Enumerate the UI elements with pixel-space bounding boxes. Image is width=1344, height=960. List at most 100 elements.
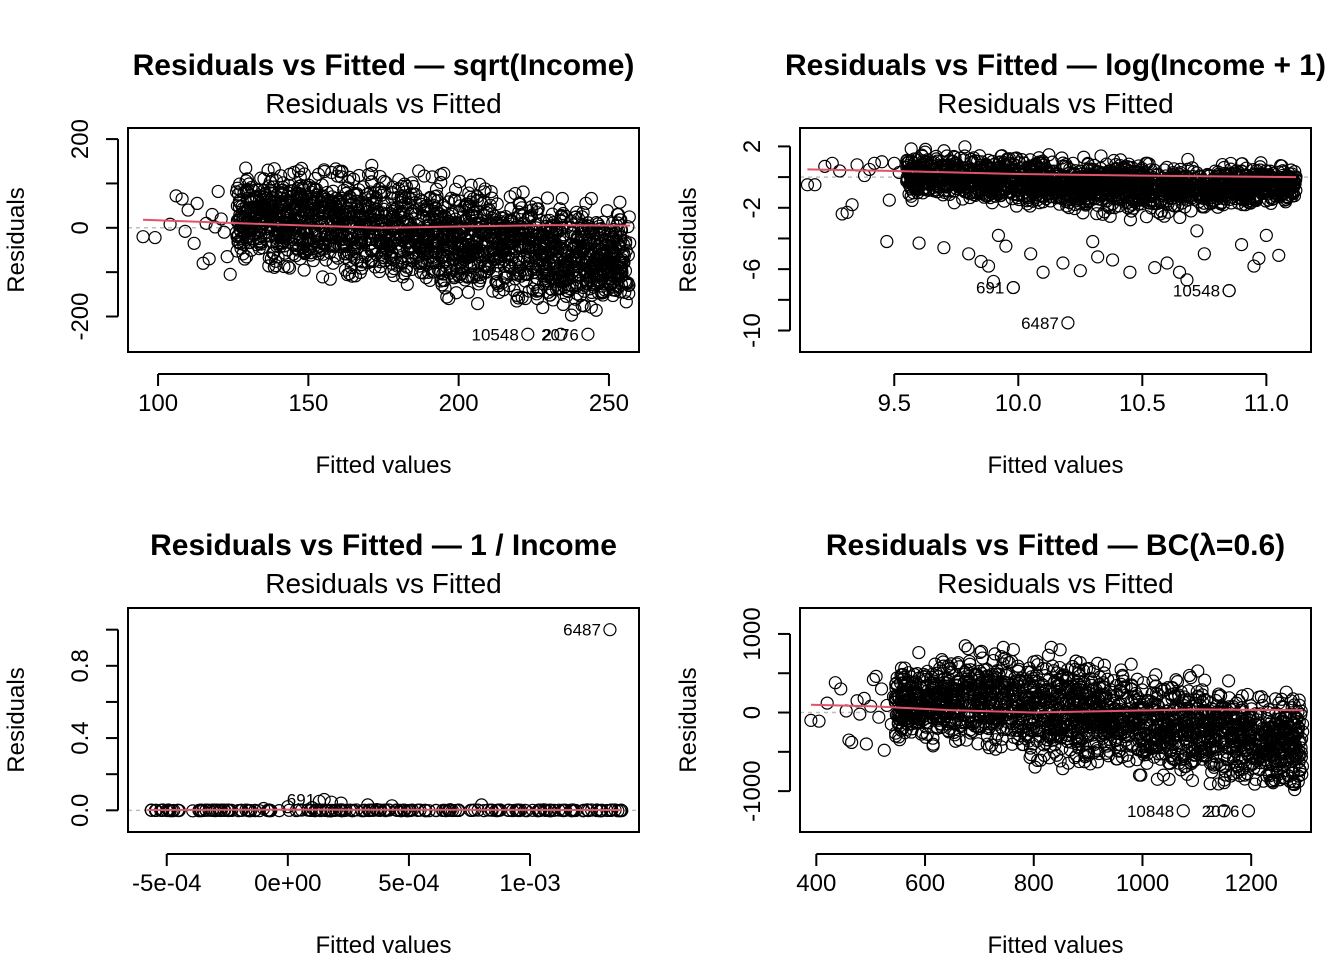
residual-point (405, 262, 419, 276)
residual-point (504, 202, 518, 216)
panel-subtitle: Residuals vs Fitted (265, 568, 502, 599)
residual-point (614, 223, 628, 237)
residual-point (175, 192, 189, 206)
residual-point (293, 252, 307, 266)
residual-point (1033, 184, 1047, 198)
residual-point (241, 201, 255, 216)
residual-point (512, 232, 526, 246)
smooth-line (142, 218, 631, 229)
residual-point (995, 149, 1009, 163)
residual-point (964, 177, 978, 191)
residual-point (1091, 250, 1105, 264)
residual-point (1148, 261, 1162, 275)
residual-point (1122, 157, 1136, 171)
residual-point (892, 165, 906, 180)
y-tick-label: -2 (739, 197, 766, 218)
panel-subtitle: Residuals vs Fitted (937, 568, 1174, 599)
residual-point (1198, 185, 1212, 199)
residual-point (808, 178, 822, 192)
residual-point (312, 240, 326, 254)
residual-point (509, 229, 523, 243)
residual-point (1153, 195, 1167, 210)
residual-point (1113, 170, 1127, 185)
residual-point (463, 190, 477, 204)
outlier-point (1006, 280, 1020, 295)
residual-point (340, 205, 355, 220)
residual-point (528, 228, 542, 242)
panel-4: Residuals vs Fitted — BC(λ=0.6)Residuals… (675, 529, 1312, 959)
y-axis-label: Residuals (675, 187, 702, 292)
residual-point (1169, 673, 1183, 687)
residual-point (234, 184, 248, 198)
residual-point (591, 286, 606, 300)
residual-point (199, 216, 213, 230)
residual-point (265, 203, 279, 217)
residual-point (473, 177, 487, 191)
outlier-label: 2076 (541, 325, 579, 344)
residual-point (321, 239, 335, 253)
residual-point (993, 155, 1007, 169)
residual-point (1234, 238, 1249, 252)
residual-point (1091, 198, 1105, 212)
residual-point (1272, 248, 1286, 262)
residual-point (409, 251, 423, 265)
residual-point (373, 260, 388, 274)
residual-point (845, 198, 859, 212)
residual-point (282, 261, 297, 275)
residual-point (974, 644, 989, 658)
residual-point (283, 184, 297, 198)
residual-point (490, 235, 505, 249)
residual-point (205, 207, 219, 222)
residual-point (276, 236, 290, 250)
residual-point (614, 260, 628, 274)
plot-frame (127, 127, 640, 353)
residual-point (539, 265, 553, 279)
residual-point (589, 250, 604, 264)
residual-point (249, 206, 263, 220)
residual-point (365, 158, 379, 172)
residual-point (1160, 256, 1174, 270)
residual-point (354, 233, 369, 247)
residual-point (428, 215, 442, 229)
residual-point (249, 200, 263, 214)
x-tick-label: 150 (288, 390, 328, 417)
residual-point (289, 238, 304, 253)
residual-point (1056, 256, 1070, 270)
residual-point (423, 190, 437, 204)
residual-point (1130, 176, 1145, 190)
plot-frame (127, 607, 640, 833)
residual-point (540, 191, 555, 205)
residual-point (1012, 192, 1026, 207)
x-tick-label: 11.0 (1244, 390, 1289, 417)
residual-point (867, 156, 882, 170)
residual-point (342, 254, 357, 268)
residual-point (465, 209, 479, 223)
residual-point (448, 212, 463, 226)
residual-point (1160, 160, 1174, 174)
residual-point (952, 732, 966, 747)
residual-point (835, 207, 849, 221)
residual-point (352, 212, 367, 226)
y-axis-label: Residuals (3, 187, 30, 292)
residual-point (1090, 207, 1104, 221)
residual-point (923, 178, 937, 192)
y-tick-label: 0.4 (67, 721, 94, 754)
residual-point (406, 179, 421, 194)
residual-point (394, 231, 408, 245)
residual-point (530, 287, 544, 301)
residual-point (324, 795, 339, 809)
residual-point (510, 288, 524, 303)
panel-title: Residuals vs Fitted — sqrt(Income) (133, 49, 635, 82)
residual-point (961, 180, 976, 194)
residual-point (461, 285, 475, 299)
residual-point (619, 244, 633, 258)
residual-point (473, 256, 487, 270)
residual-point (1086, 234, 1100, 249)
residual-point (325, 216, 339, 230)
residual-point (187, 236, 201, 250)
residual-point (366, 204, 381, 218)
residual-point (1167, 199, 1181, 213)
residual-point (621, 220, 635, 234)
residual-point (236, 212, 250, 226)
